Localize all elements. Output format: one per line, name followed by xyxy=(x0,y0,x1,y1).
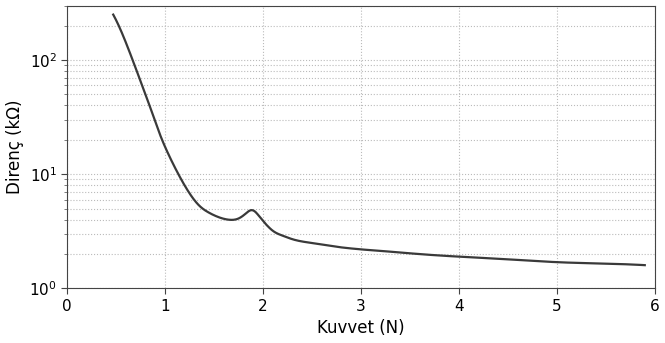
X-axis label: Kuvvet (N): Kuvvet (N) xyxy=(317,319,405,338)
Y-axis label: Direnç (kΩ): Direnç (kΩ) xyxy=(5,100,23,194)
